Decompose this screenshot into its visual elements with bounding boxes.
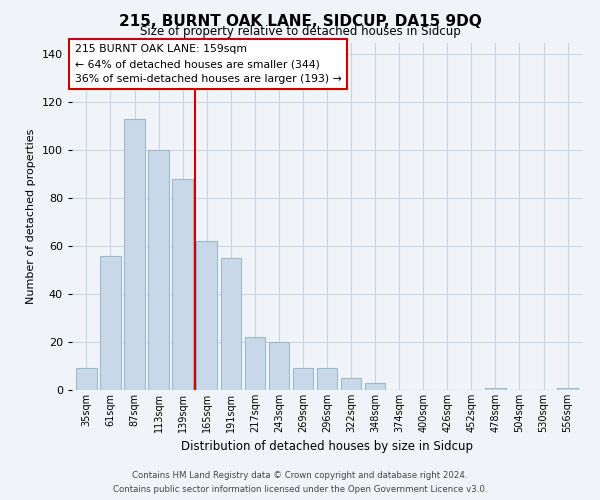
Bar (245, 338, 265, 390)
Bar (317, 368, 337, 390)
X-axis label: Distribution of detached houses by size in Sidcup: Distribution of detached houses by size … (181, 440, 473, 454)
Y-axis label: Number of detached properties: Number of detached properties (26, 128, 36, 304)
Bar (221, 258, 241, 390)
Bar (172, 179, 193, 390)
Text: 215 BURNT OAK LANE: 159sqm
← 64% of detached houses are smaller (344)
36% of sem: 215 BURNT OAK LANE: 159sqm ← 64% of deta… (74, 44, 341, 84)
Bar (269, 342, 289, 390)
Text: Size of property relative to detached houses in Sidcup: Size of property relative to detached ho… (140, 25, 460, 38)
Bar (557, 388, 578, 390)
Bar (100, 256, 121, 390)
Bar (341, 378, 361, 390)
Bar (365, 383, 385, 390)
Text: Contains HM Land Registry data © Crown copyright and database right 2024.
Contai: Contains HM Land Registry data © Crown c… (113, 472, 487, 494)
Bar (196, 242, 217, 390)
Text: 215, BURNT OAK LANE, SIDCUP, DA15 9DQ: 215, BURNT OAK LANE, SIDCUP, DA15 9DQ (119, 14, 481, 29)
Bar (148, 150, 169, 390)
Bar (124, 119, 145, 390)
Bar (293, 368, 313, 390)
Bar (485, 388, 506, 390)
Bar (76, 368, 97, 390)
